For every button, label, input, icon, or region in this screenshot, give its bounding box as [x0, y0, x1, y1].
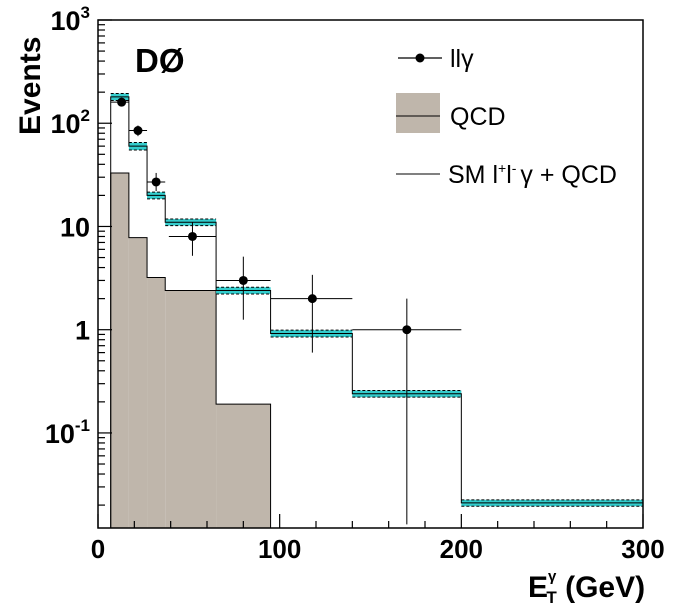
x-axis-title-sub: T — [546, 588, 557, 607]
legend-qcd-swatch — [396, 93, 440, 133]
y-tick-label: 103 — [50, 3, 90, 36]
x-axis-title-unit: (GeV) — [557, 571, 645, 604]
sm-step-line — [110, 96, 643, 528]
qcd-bar — [147, 277, 166, 528]
legend-data-marker — [415, 53, 425, 63]
legend-sm-label-mid: l — [506, 161, 512, 189]
y-tick-label: 10 — [60, 212, 90, 242]
plot-frame — [97, 19, 644, 529]
data-point — [133, 126, 143, 136]
y-tick-exponent: -1 — [75, 416, 90, 435]
y-tick-base: 10 — [50, 6, 80, 36]
data-point — [151, 177, 161, 187]
legend-sm-label-sup2: - — [512, 160, 517, 176]
qcd-bar — [216, 404, 271, 528]
y-tick-exponent: 2 — [81, 106, 90, 125]
data-point — [402, 325, 412, 335]
legend: llγ QCD SM l+l-γ + QCD — [396, 45, 617, 189]
y-tick-exponent: 3 — [81, 3, 90, 22]
y-tick-label: 1 — [75, 316, 90, 346]
y-tick-base: 10 — [50, 109, 80, 139]
legend-qcd-label: QCD — [450, 103, 506, 131]
x-tick-label: 300 — [621, 534, 664, 564]
qcd-outline — [110, 172, 272, 528]
y-tick-base: 10 — [45, 419, 75, 449]
legend-sm-label-sup1: + — [498, 160, 506, 176]
y-axis-title: Events — [14, 37, 47, 135]
qcd-bar — [128, 237, 148, 528]
experiment-label: DØ — [135, 42, 185, 79]
x-axis-title-main: E — [528, 571, 548, 604]
x-tick-label: 200 — [440, 534, 483, 564]
legend-sm-label-tail: γ + QCD — [520, 161, 617, 189]
y-tick-base: 1 — [75, 316, 90, 346]
y-tick-label: 10-1 — [45, 416, 90, 449]
data-point — [117, 97, 127, 107]
legend-sm-label-main: SM l — [448, 161, 498, 189]
data-point — [238, 275, 248, 285]
y-tick-label: 102 — [50, 106, 90, 139]
x-axis-title: Eγ T (GeV) — [528, 568, 645, 607]
plot-area — [110, 93, 643, 529]
y-tick-base: 10 — [60, 212, 90, 242]
data-point — [307, 294, 317, 304]
qcd-bar — [165, 290, 217, 528]
x-tick-label: 100 — [258, 534, 301, 564]
legend-data-label: llγ — [450, 45, 474, 73]
data-point — [187, 231, 197, 241]
x-tick-label: 0 — [91, 534, 105, 564]
x-axis-title-sup: γ — [548, 568, 557, 585]
qcd-bar — [110, 172, 129, 529]
legend-sm-label: SM l+l-γ + QCD — [448, 160, 617, 189]
